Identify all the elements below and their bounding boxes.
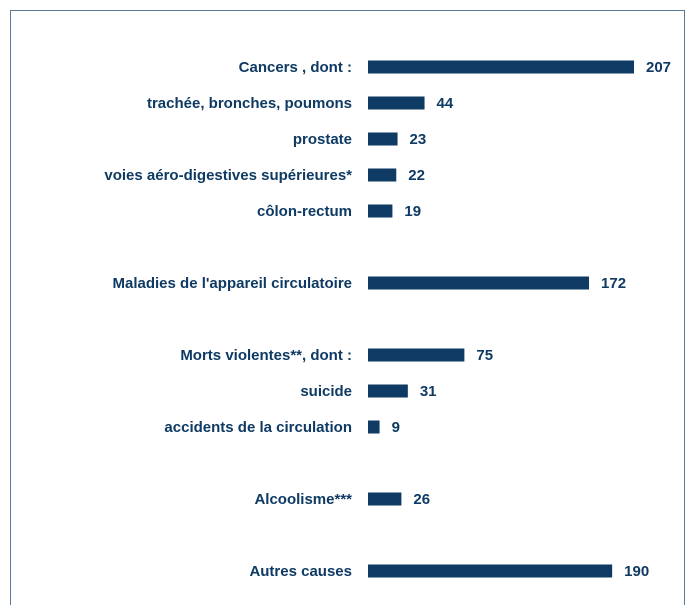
bar — [368, 276, 590, 290]
value-label: 23 — [410, 131, 427, 148]
category-label: Alcoolisme*** — [254, 491, 352, 508]
value-label: 31 — [420, 383, 437, 400]
bar — [368, 564, 613, 578]
category-label: Maladies de l'appareil circulatoire — [113, 275, 353, 292]
category-label: trachée, bronches, poumons — [147, 95, 352, 112]
value-label: 44 — [437, 95, 454, 112]
bar — [368, 60, 634, 74]
bar — [368, 348, 465, 362]
bar — [368, 132, 398, 146]
value-label: 75 — [476, 347, 493, 364]
bar — [368, 492, 402, 506]
category-label: Morts violentes**, dont : — [180, 347, 352, 364]
category-label: suicide — [300, 383, 352, 400]
bar — [368, 204, 393, 218]
category-label: accidents de la circulation — [164, 419, 352, 436]
value-label: 172 — [601, 275, 626, 292]
value-label: 19 — [404, 203, 421, 220]
value-label: 190 — [624, 563, 649, 580]
value-label: 207 — [646, 59, 671, 76]
value-label: 26 — [413, 491, 430, 508]
bar — [368, 168, 397, 182]
frame — [10, 10, 685, 605]
category-label: prostate — [293, 131, 352, 148]
value-label: 22 — [408, 167, 425, 184]
category-label: côlon-rectum — [257, 203, 352, 220]
bar — [368, 96, 425, 110]
bar — [368, 384, 408, 398]
value-label: 9 — [392, 419, 400, 436]
bar — [368, 420, 380, 434]
category-label: Autres causes — [249, 563, 352, 580]
category-label: voies aéro-digestives supérieures* — [104, 167, 352, 184]
category-label: Cancers , dont : — [239, 59, 352, 76]
